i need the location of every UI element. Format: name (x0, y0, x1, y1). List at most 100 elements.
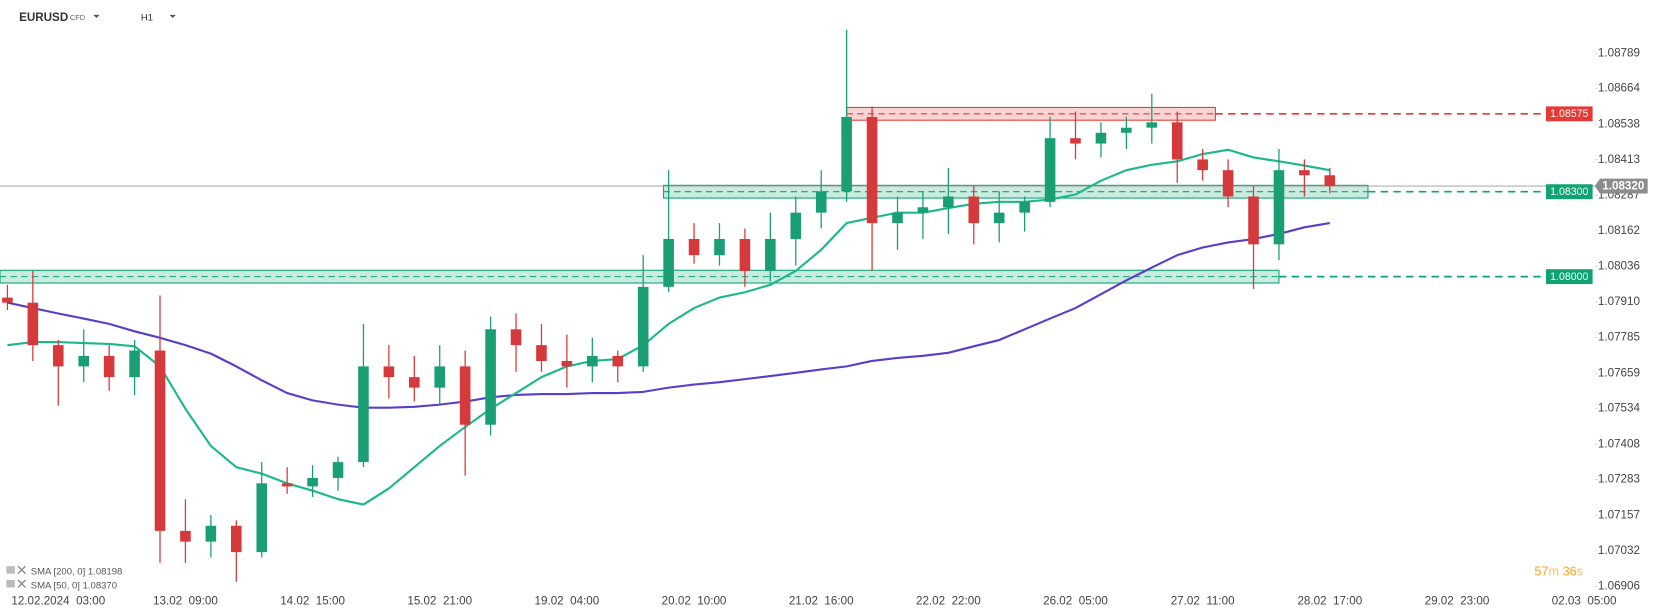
x-tick-label: 12.02.2024 03:00 (11, 594, 105, 607)
level-label-box (1545, 184, 1593, 200)
countdown-seconds-unit: s (1577, 564, 1583, 579)
candle-body (815, 191, 827, 213)
y-tick-label: 1.07534 (1598, 402, 1641, 415)
candle-body (1070, 138, 1081, 144)
candle-body (1044, 138, 1056, 202)
y-tick-label: 1.07032 (1598, 544, 1640, 557)
x-tick-label: 13.02 09:00 (153, 594, 218, 607)
x-tick-label: 22.02 22:00 (916, 594, 981, 607)
candle-body (866, 116, 878, 224)
x-tick-label: 02.03 05:00 (1552, 594, 1617, 607)
candle-body (536, 345, 547, 362)
candle-body (1273, 170, 1285, 245)
x-tick-label: 19.02 04:00 (535, 594, 600, 607)
timeframe[interactable]: H1 (141, 13, 153, 24)
indicator-name: SMA [200, 0] (31, 566, 86, 577)
y-tick-label: 1.08664 (1598, 82, 1641, 95)
indicator-value: 1.08198 (88, 566, 122, 577)
countdown-seconds: 36 (1563, 564, 1577, 579)
y-tick-label: 1.06906 (1598, 579, 1640, 592)
y-tick-label: 1.07659 (1598, 366, 1640, 379)
candle-body (358, 366, 369, 463)
candle-body (78, 355, 90, 367)
level-label: 1.08575 (1550, 108, 1588, 120)
x-tick-label: 26.02 05:00 (1043, 594, 1108, 607)
x-tick-label: 21.02 16:00 (789, 594, 854, 607)
candle-body (434, 366, 446, 388)
symbol[interactable]: EURUSD (19, 11, 68, 24)
y-tick-label: 1.08538 (1598, 117, 1640, 130)
candle-body (943, 196, 954, 208)
candle-body (765, 238, 776, 271)
candle-body (205, 525, 217, 542)
candle-body (663, 238, 674, 287)
candle-body (1146, 122, 1158, 128)
indicator-name: SMA [50, 0] (31, 580, 80, 591)
candle-body (281, 483, 293, 487)
current-price-box (1594, 178, 1648, 194)
candle-body (1121, 127, 1132, 133)
level-label-box (1545, 106, 1593, 122)
candle-body (180, 530, 191, 542)
candle-body (1248, 196, 1259, 245)
instrument-type: CFD (70, 13, 85, 22)
candle-body (1019, 201, 1030, 213)
level-label: 1.08000 (1550, 271, 1588, 283)
visibility-icon[interactable] (6, 580, 15, 588)
candle-body (307, 477, 318, 487)
y-tick-label: 1.08413 (1598, 153, 1640, 166)
candle-body (688, 238, 700, 256)
visibility-icon[interactable] (6, 566, 15, 574)
zones (0, 106, 1595, 284)
candle-body (1171, 122, 1183, 160)
candle-body (917, 207, 929, 213)
x-tick-label: 14.02 15:00 (280, 594, 345, 607)
x-tick-label: 15.02 21:00 (407, 594, 472, 607)
countdown-minutes-unit: m (1548, 564, 1559, 579)
candle-body (841, 116, 852, 192)
candle-body (561, 361, 573, 367)
candle-body (1222, 170, 1234, 197)
y-tick-label: 1.08789 (1598, 46, 1640, 59)
level-label-box (1545, 269, 1593, 285)
indicator-legend: SMA [200, 0] 1.08198 SMA [50, 0] 1.08370 (6, 565, 122, 591)
sma-line (7, 222, 1330, 409)
timeframe-dropdown[interactable] (169, 14, 176, 19)
candle-body (739, 238, 751, 271)
indicator-label: SMA [50, 0] 1.08370 (31, 580, 117, 591)
candle-body (993, 212, 1005, 224)
x-tick-label: 28.02 17:00 (1297, 594, 1362, 607)
axes: 1.087891.086641.085381.084131.082871.081… (11, 46, 1648, 607)
candle-body (587, 355, 598, 367)
candle-body (714, 238, 725, 256)
indicator-lines (7, 148, 1331, 506)
candle-body (129, 350, 140, 378)
candle-body (52, 345, 64, 367)
candle-body (459, 366, 471, 425)
candle-body (1299, 170, 1310, 176)
candle-body (383, 366, 395, 378)
candle-body (510, 329, 522, 346)
candle-body (637, 286, 649, 367)
level-label: 1.08300 (1550, 186, 1588, 198)
indicator-value: 1.08370 (83, 580, 117, 591)
candle-body (256, 483, 268, 553)
candle-body (612, 355, 624, 367)
candle-body (1197, 159, 1208, 171)
sma-line (7, 148, 1331, 506)
symbol-dropdown[interactable] (93, 14, 100, 19)
remove-icon[interactable] (17, 565, 26, 575)
y-tick-label: 1.07910 (1598, 295, 1641, 308)
candle-body (790, 212, 802, 239)
candle-body (892, 212, 903, 224)
y-tick-label: 1.07157 (1598, 508, 1640, 521)
candle-body (103, 355, 115, 378)
candle-body (332, 462, 344, 478)
x-tick-label: 29.02 23:00 (1425, 594, 1490, 607)
candle-body (1095, 132, 1107, 144)
candles (2, 29, 1336, 582)
remove-icon[interactable] (17, 579, 26, 588)
